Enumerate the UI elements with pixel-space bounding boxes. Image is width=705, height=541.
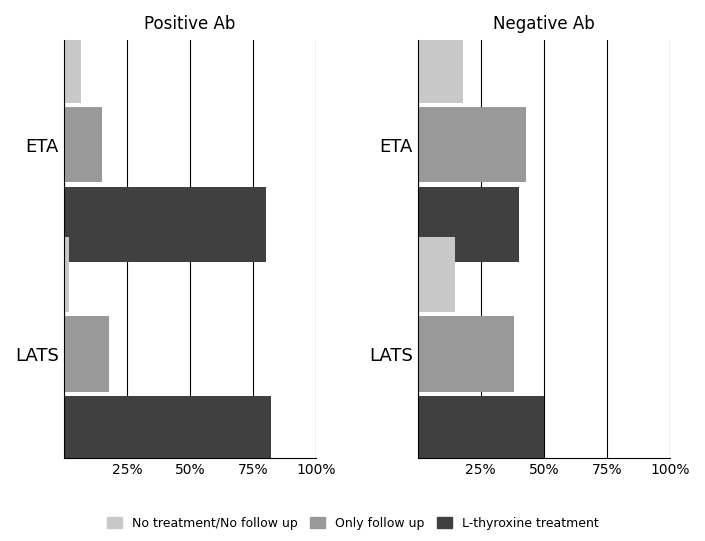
Bar — [417, 187, 519, 262]
Bar — [63, 316, 109, 392]
Bar — [417, 316, 513, 392]
Legend: No treatment/No follow up, Only follow up, L-thyroxine treatment: No treatment/No follow up, Only follow u… — [102, 512, 603, 535]
Bar — [417, 237, 455, 312]
Bar — [63, 395, 271, 471]
Bar — [417, 28, 463, 103]
Bar — [63, 107, 102, 182]
Bar — [63, 28, 81, 103]
Bar — [63, 237, 69, 312]
Bar — [417, 395, 544, 471]
Title: Positive Ab: Positive Ab — [145, 15, 235, 33]
Bar — [417, 107, 526, 182]
Bar — [63, 187, 266, 262]
Title: Negative Ab: Negative Ab — [493, 15, 595, 33]
